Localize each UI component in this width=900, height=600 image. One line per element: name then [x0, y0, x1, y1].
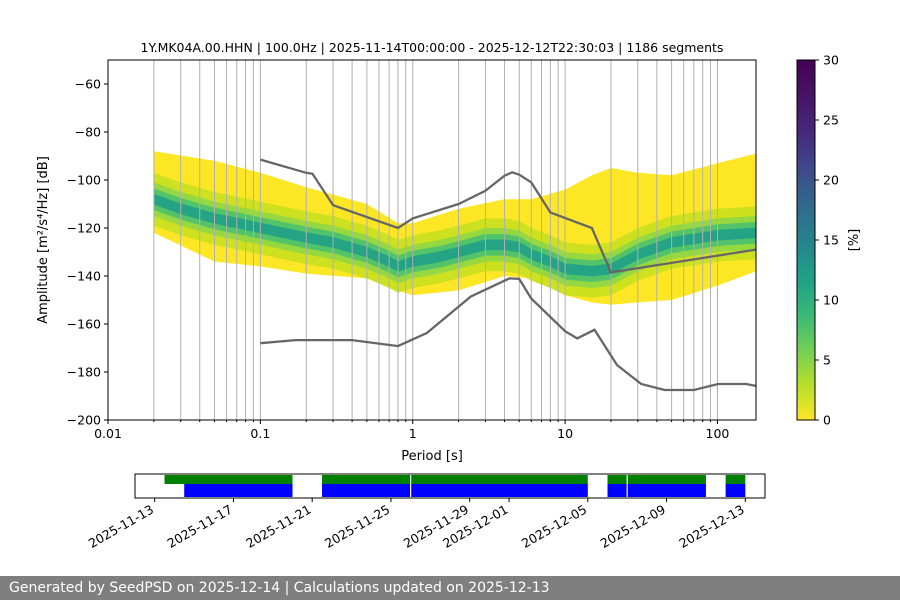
- density-band-layer-3: [153, 193, 756, 277]
- timeline-date-label: 2025-11-13: [86, 502, 156, 551]
- timeline-blue-bar: [322, 484, 588, 497]
- x-axis-ticks: 0.01 0.1 1 10 100: [94, 420, 729, 441]
- y-axis-ticks: −200 −180 −160 −140 −120 −100 −80 −60: [67, 77, 108, 428]
- x-tick-label: 100: [706, 426, 730, 441]
- timeline-green-bar: [164, 475, 293, 484]
- timeline-bars: [164, 475, 746, 497]
- colorbar-ticks: 0 5 10 15 20 25 30: [815, 53, 839, 428]
- y-tick-label: −120: [67, 221, 101, 236]
- colorbar: [796, 59, 816, 421]
- colorbar-tick-label: 15: [823, 233, 839, 248]
- y-tick-label: −100: [67, 173, 101, 188]
- chart-figure: 1Y.MK04A.00.HHN | 100.0Hz | 2025-11-14T0…: [36, 40, 862, 551]
- timeline-date-label: 2025-12-09: [598, 502, 668, 551]
- timeline-blue-bar: [184, 484, 293, 497]
- timeline-green-bar: [607, 475, 706, 484]
- timeline-date-label: 2025-12-05: [519, 502, 589, 551]
- footer-bar: Generated by SeedPSD on 2025-12-14 | Cal…: [0, 576, 900, 600]
- plot-frame: [107, 59, 757, 421]
- timeline-date-label: 2025-12-13: [676, 502, 746, 551]
- timeline-blue-bar: [607, 484, 706, 497]
- x-axis-label: Period [s]: [401, 449, 463, 464]
- footer-text: Generated by SeedPSD on 2025-12-14 | Cal…: [9, 580, 550, 596]
- noise-model-curves: [260, 158, 756, 392]
- x-tick-label: 0.1: [250, 426, 270, 441]
- timeline-frame: [134, 473, 766, 499]
- y-tick-label: −180: [67, 365, 101, 380]
- x-tick-label: 0.01: [94, 426, 122, 441]
- y-axis-label: Amplitude [m²/s⁴/Hz] [dB]: [36, 156, 51, 324]
- timeline-green-bar: [322, 475, 588, 484]
- timeline-date-label: 2025-11-21: [243, 502, 313, 551]
- timeline-date-label: 2025-11-17: [165, 502, 235, 551]
- timeline-green-bar: [725, 475, 746, 484]
- chart-title: 1Y.MK04A.00.HHN | 100.0Hz | 2025-11-14T0…: [141, 40, 724, 55]
- colorbar-tick-label: 10: [823, 293, 839, 308]
- y-tick-label: −200: [67, 413, 101, 428]
- colorbar-label: [%]: [847, 229, 862, 252]
- colorbar-tick-label: 20: [823, 173, 839, 188]
- x-tick-label: 10: [557, 426, 573, 441]
- timeline-date-ticks: 2025-11-13 2025-11-17 2025-11-21 2025-11-25…: [86, 498, 747, 551]
- colorbar-tick-label: 5: [823, 353, 831, 368]
- colorbar-tick-label: 30: [823, 53, 839, 68]
- y-tick-label: −160: [67, 317, 101, 332]
- y-tick-label: −80: [75, 125, 101, 140]
- colorbar-tick-label: 0: [823, 413, 831, 428]
- low-noise-model-line: [260, 277, 756, 392]
- colorbar-tick-label: 25: [823, 113, 839, 128]
- grid-lines: [108, 60, 718, 420]
- x-tick-label: 1: [409, 426, 417, 441]
- high-noise-model-line: [260, 158, 756, 274]
- y-tick-label: −60: [75, 77, 101, 92]
- timeline-blue-bar: [725, 484, 746, 497]
- timeline-date-label: 2025-11-25: [322, 502, 392, 551]
- y-tick-label: −140: [67, 269, 101, 284]
